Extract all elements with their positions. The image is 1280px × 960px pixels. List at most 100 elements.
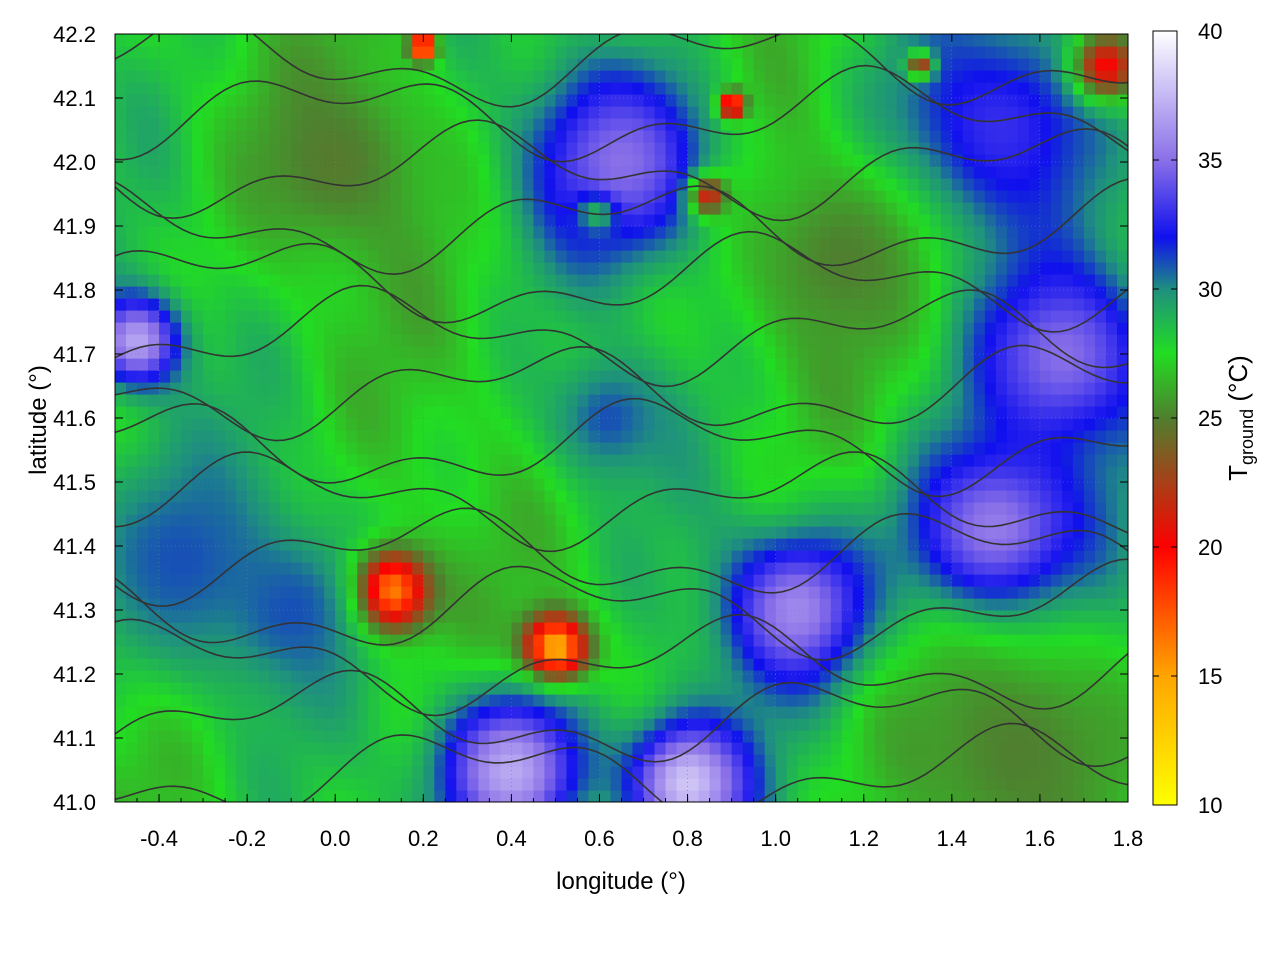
heatmap-cell [1072, 454, 1085, 467]
heatmap-cell [940, 358, 953, 371]
heatmap-cell [203, 238, 215, 251]
heatmap-cell [423, 610, 435, 623]
heatmap-cell [577, 718, 590, 731]
heatmap-cell [885, 586, 898, 599]
heatmap-cell [709, 298, 722, 311]
heatmap-cell [148, 718, 160, 731]
heatmap-cell [951, 454, 964, 467]
heatmap-cell [665, 730, 678, 743]
heatmap-cell [115, 430, 127, 443]
heatmap-cell [522, 754, 535, 767]
heatmap-cell [456, 526, 468, 539]
heatmap-cell [489, 394, 501, 407]
heatmap-cell [379, 166, 391, 179]
heatmap-cell [225, 706, 237, 719]
heatmap-cell [379, 778, 391, 791]
heatmap-cell [401, 214, 413, 227]
heatmap-cell [489, 214, 501, 227]
heatmap-cell [1017, 262, 1030, 275]
heatmap-cell [1017, 766, 1030, 779]
heatmap-cell [423, 718, 435, 731]
heatmap-cell [1083, 346, 1096, 359]
heatmap-cell [841, 214, 854, 227]
heatmap-cell [489, 190, 501, 203]
heatmap-cell [962, 538, 975, 551]
heatmap-cell [1105, 358, 1118, 371]
heatmap-cell [709, 562, 722, 575]
heatmap-cell [676, 226, 689, 239]
heatmap-cell [1083, 334, 1096, 347]
heatmap-cell [258, 298, 270, 311]
heatmap-cell [225, 694, 237, 707]
heatmap-cell [654, 358, 667, 371]
heatmap-cell [148, 694, 160, 707]
heatmap-cell [940, 706, 953, 719]
heatmap-cell [984, 682, 997, 695]
heatmap-cell [1083, 226, 1096, 239]
heatmap-cell [698, 154, 711, 167]
heatmap-cell [676, 382, 689, 395]
heatmap-cell [500, 190, 512, 203]
heatmap-cell [126, 190, 138, 203]
heatmap-cell [357, 526, 369, 539]
heatmap-cell [478, 238, 490, 251]
heatmap-cell [852, 478, 865, 491]
heatmap-cell [1072, 274, 1085, 287]
heatmap-cell [698, 262, 711, 275]
heatmap-cell [236, 574, 248, 587]
heatmap-cell [412, 370, 424, 383]
heatmap-cell [962, 574, 975, 587]
heatmap-cell [1105, 574, 1118, 587]
heatmap-cell [775, 646, 788, 659]
heatmap-cell [610, 682, 623, 695]
heatmap-cell [1083, 742, 1096, 755]
heatmap-cell [720, 166, 733, 179]
heatmap-cell [467, 154, 479, 167]
heatmap-cell [632, 598, 645, 611]
heatmap-cell [137, 310, 149, 323]
heatmap-cell [1072, 298, 1085, 311]
heatmap-cell [126, 418, 138, 431]
heatmap-cell [357, 502, 369, 515]
heatmap-cell [368, 202, 380, 215]
heatmap-cell [885, 490, 898, 503]
heatmap-cell [137, 670, 149, 683]
heatmap-cell [456, 586, 468, 599]
heatmap-cell [115, 586, 127, 599]
heatmap-cell [753, 202, 766, 215]
heatmap-cell [1039, 382, 1052, 395]
heatmap-cell [742, 250, 755, 263]
heatmap-cell [1050, 538, 1063, 551]
heatmap-cell [456, 478, 468, 491]
heatmap-cell [533, 550, 546, 563]
heatmap-cell [313, 682, 325, 695]
heatmap-cell [621, 394, 634, 407]
heatmap-cell [148, 394, 160, 407]
heatmap-cell [797, 586, 810, 599]
heatmap-cell [368, 382, 380, 395]
heatmap-cell [1116, 190, 1128, 203]
heatmap-cell [203, 478, 215, 491]
heatmap-cell [566, 502, 579, 515]
heatmap-cell [302, 682, 314, 695]
heatmap-cell [753, 634, 766, 647]
heatmap-cell [566, 406, 579, 419]
heatmap-cell [478, 730, 490, 743]
heatmap-cell [632, 586, 645, 599]
heatmap-cell [170, 370, 182, 383]
heatmap-cell [390, 382, 402, 395]
heatmap-cell [423, 562, 435, 575]
heatmap-cell [489, 610, 501, 623]
heatmap-cell [533, 370, 546, 383]
heatmap-cell [434, 358, 446, 371]
heatmap-cell [313, 346, 325, 359]
heatmap-cell [720, 790, 733, 802]
heatmap-cell [599, 466, 612, 479]
heatmap-cell [159, 706, 171, 719]
heatmap-cell [665, 178, 678, 191]
heatmap-cell [115, 670, 127, 683]
heatmap-cell [335, 166, 347, 179]
heatmap-cell [918, 610, 931, 623]
heatmap-cell [951, 730, 964, 743]
heatmap-cell [654, 214, 667, 227]
